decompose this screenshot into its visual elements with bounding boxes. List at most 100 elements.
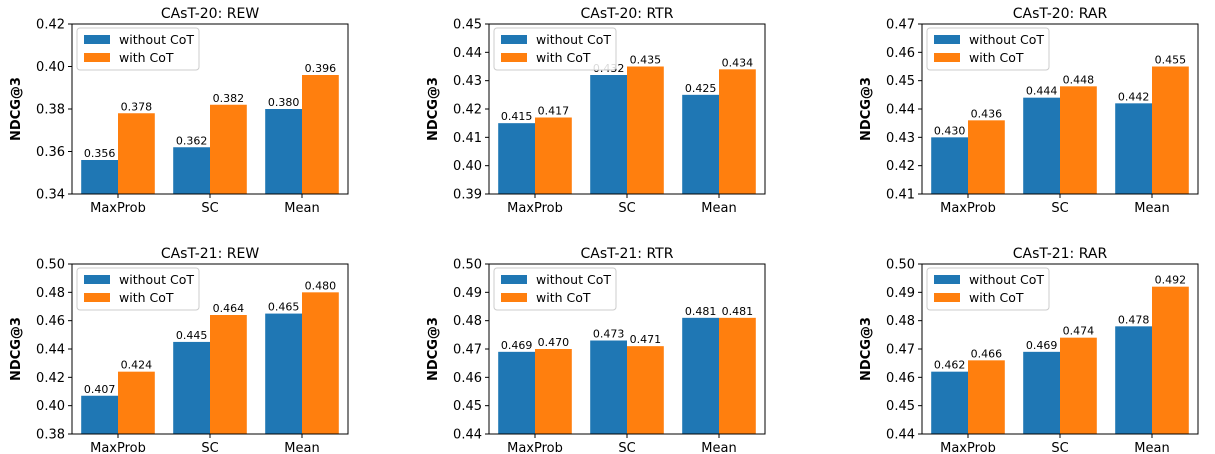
y-tick-label: 0.42 — [453, 103, 482, 118]
legend-label: without CoT — [536, 272, 611, 287]
bar-without-cot-maxprob — [81, 395, 118, 434]
y-tick-label: 0.50 — [453, 258, 482, 273]
y-tick-label: 0.42 — [36, 18, 65, 33]
x-tick-label: MaxProb — [90, 441, 146, 454]
y-tick-label: 0.50 — [36, 258, 65, 273]
x-tick-label: SC — [1051, 201, 1068, 216]
plot-frame — [921, 263, 1199, 435]
x-tick-label: MaxProb — [507, 441, 563, 454]
bar-with-cot-mean — [1152, 286, 1189, 434]
y-tick-label: 0.42 — [886, 159, 915, 174]
data-label: 0.480 — [305, 279, 337, 292]
y-tick-label: 0.45 — [453, 18, 482, 33]
y-tick-label: 0.39 — [453, 188, 482, 203]
legend-swatch-without-cot — [934, 275, 960, 284]
y-tick-label: 0.47 — [886, 18, 915, 33]
legend-label: with CoT — [969, 290, 1024, 305]
x-tick-label: Mean — [284, 441, 319, 454]
plot-frame — [921, 23, 1199, 195]
bar-with-cot-sc — [627, 66, 664, 194]
y-tick-label: 0.50 — [886, 258, 915, 273]
data-label: 0.380 — [268, 96, 300, 109]
x-tick-label: SC — [618, 441, 635, 454]
legend-label: with CoT — [119, 290, 174, 305]
y-axis-label: NDCG@3 — [9, 77, 24, 141]
legend-swatch-without-cot — [84, 35, 110, 44]
bar-without-cot-sc — [1023, 97, 1060, 194]
legend-swatch-without-cot — [501, 275, 527, 284]
bar-with-cot-mean — [1152, 66, 1189, 194]
bar-with-cot-maxprob — [118, 113, 155, 194]
data-label: 0.469 — [1026, 339, 1058, 352]
y-tick-label: 0.43 — [453, 74, 482, 89]
y-tick-label: 0.36 — [36, 145, 65, 160]
y-tick-label: 0.40 — [36, 60, 65, 75]
bar-without-cot-mean — [682, 94, 719, 194]
legend-swatch-with-cot — [501, 293, 527, 302]
chart-title: CAsT-20: RAR — [1013, 6, 1108, 22]
x-tick-label: SC — [201, 201, 218, 216]
y-tick-label: 0.40 — [36, 399, 65, 414]
legend: without CoT with CoT — [926, 267, 1050, 311]
data-label: 0.362 — [176, 134, 208, 147]
y-tick-label: 0.45 — [886, 74, 915, 89]
data-label: 0.378 — [121, 100, 153, 113]
bar-without-cot-mean — [1115, 326, 1152, 434]
legend: without CoT with CoT — [76, 27, 200, 71]
y-tick-label: 0.45 — [886, 399, 915, 414]
legend-label: without CoT — [536, 32, 611, 47]
legend-label: with CoT — [119, 50, 174, 65]
bar-without-cot-mean — [265, 313, 302, 434]
data-label: 0.425 — [685, 82, 717, 95]
data-label: 0.444 — [1026, 85, 1058, 98]
data-label: 0.435 — [630, 54, 662, 67]
x-tick-label: MaxProb — [940, 441, 996, 454]
y-axis-label: NDCG@3 — [9, 317, 24, 381]
data-label: 0.464 — [213, 302, 245, 315]
data-label: 0.462 — [934, 359, 966, 372]
chart-panel-4: CAsT-21: REW NDCG@3 0.38 0.40 0.42 0.44 0.46 0.… — [9, 246, 349, 454]
plot-frame — [71, 23, 349, 195]
legend-label: with CoT — [536, 290, 591, 305]
x-tick-label: Mean — [701, 441, 736, 454]
y-tick-label: 0.44 — [453, 428, 482, 443]
data-label: 0.469 — [501, 339, 533, 352]
legend-label: with CoT — [536, 50, 591, 65]
y-axis-label: NDCG@3 — [426, 77, 441, 141]
data-label: 0.481 — [722, 305, 754, 318]
y-tick-label: 0.49 — [886, 286, 915, 301]
legend-swatch-with-cot — [501, 53, 527, 62]
bar-with-cot-sc — [210, 104, 247, 194]
data-label: 0.465 — [268, 301, 300, 314]
chart-panel-2: CAsT-20: RTR NDCG@3 0.39 0.40 0.41 0.42 0.43 0.… — [426, 6, 766, 216]
y-tick-label: 0.45 — [453, 399, 482, 414]
legend-label: without CoT — [119, 272, 194, 287]
bar-with-cot-maxprob — [118, 371, 155, 434]
bar-with-cot-mean — [719, 317, 756, 434]
y-tick-label: 0.48 — [453, 314, 482, 329]
y-axis-label: NDCG@3 — [859, 317, 874, 381]
bar-with-cot-sc — [210, 315, 247, 434]
plot-frame — [488, 263, 766, 435]
chart-panel-5: CAsT-21: RTR NDCG@3 0.44 0.45 0.46 0.47 0.48 0.… — [426, 246, 766, 454]
chart-title: CAsT-20: RTR — [581, 6, 674, 22]
data-label: 0.382 — [213, 92, 245, 105]
legend: without CoT with CoT — [493, 267, 617, 311]
bar-without-cot-mean — [265, 109, 302, 194]
bar-without-cot-sc — [1023, 351, 1060, 434]
y-tick-label: 0.46 — [886, 371, 915, 386]
x-tick-label: MaxProb — [940, 201, 996, 216]
legend-swatch-without-cot — [934, 35, 960, 44]
y-tick-label: 0.44 — [886, 103, 915, 118]
bar-without-cot-sc — [590, 75, 627, 194]
legend-label: without CoT — [969, 32, 1044, 47]
y-axis-label: NDCG@3 — [426, 317, 441, 381]
y-tick-label: 0.49 — [453, 286, 482, 301]
bar-with-cot-mean — [302, 75, 339, 194]
chart-title: CAsT-20: REW — [161, 6, 260, 22]
bar-with-cot-maxprob — [968, 360, 1005, 434]
bar-without-cot-sc — [590, 340, 627, 434]
bar-without-cot-sc — [173, 341, 210, 434]
data-label: 0.455 — [1155, 54, 1187, 67]
y-tick-label: 0.38 — [36, 103, 65, 118]
